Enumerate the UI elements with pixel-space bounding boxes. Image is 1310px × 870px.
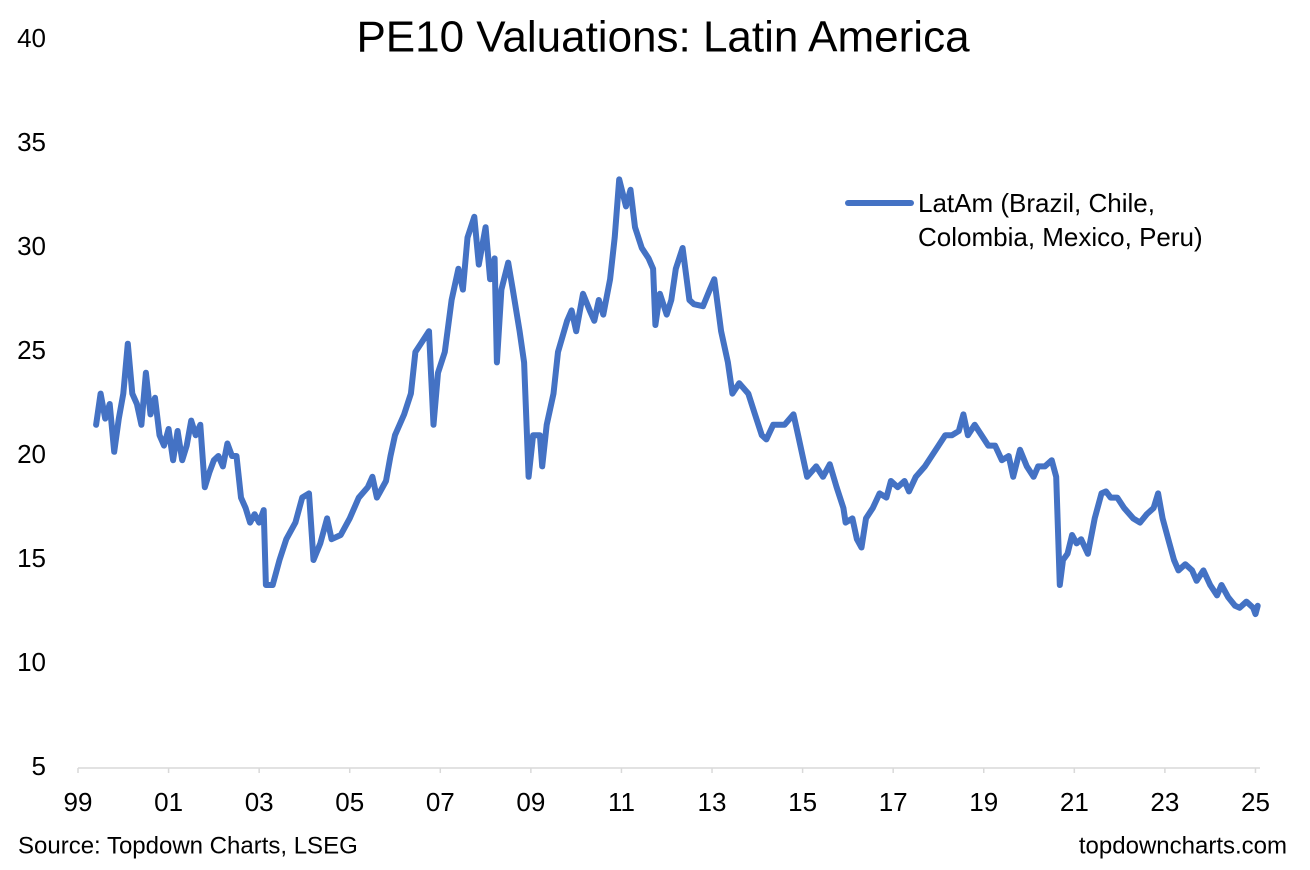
x-tick-label: 19 [969, 787, 998, 817]
x-tick-label: 01 [154, 787, 183, 817]
x-tick-label: 25 [1241, 787, 1270, 817]
y-tick-label: 10 [17, 647, 46, 677]
y-tick-label: 5 [32, 751, 46, 781]
x-tick-label: 15 [788, 787, 817, 817]
y-tick-label: 40 [17, 23, 46, 53]
x-tick-label: 09 [516, 787, 545, 817]
y-tick-label: 35 [17, 127, 46, 157]
x-tick-label: 03 [245, 787, 274, 817]
legend-label: LatAm (Brazil, Chile, Colombia, Mexico, … [918, 188, 1203, 252]
x-tick-label: 17 [879, 787, 908, 817]
x-tick-label: 11 [608, 787, 635, 817]
y-tick-label: 25 [17, 335, 46, 365]
watermark: topdowncharts.com [1079, 832, 1287, 859]
source-note: Source: Topdown Charts, LSEG [18, 832, 358, 859]
chart-title: PE10 Valuations: Latin America [356, 13, 970, 62]
x-tick-label: 05 [335, 787, 364, 817]
x-tick-label: 07 [426, 787, 455, 817]
x-tick-label: 23 [1150, 787, 1179, 817]
y-tick-label: 30 [17, 231, 46, 261]
x-tick-label: 99 [64, 787, 93, 817]
data-line [93, 176, 1261, 618]
y-tick-label: 15 [17, 543, 46, 573]
x-tick-label: 13 [698, 787, 727, 817]
x-tick-label: 21 [1060, 787, 1089, 817]
y-tick-label: 20 [17, 439, 46, 469]
